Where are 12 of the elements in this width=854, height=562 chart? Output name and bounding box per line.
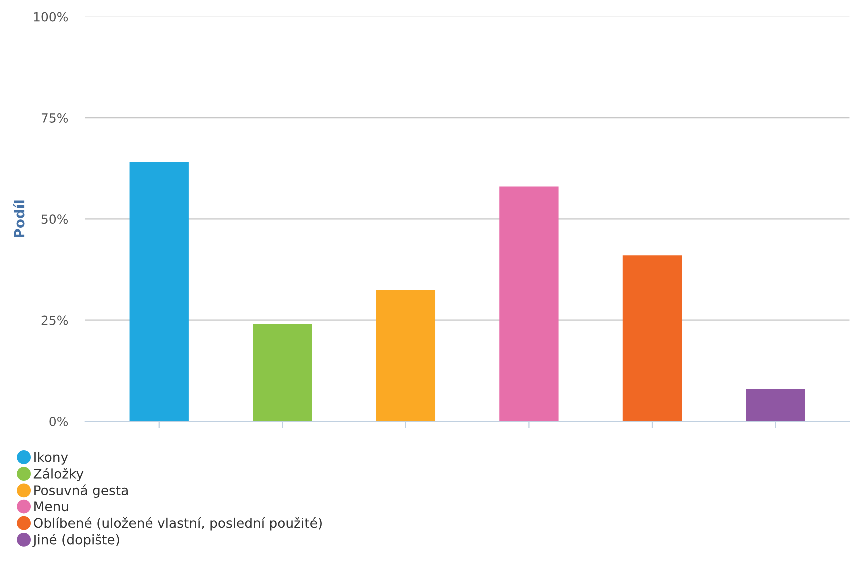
y-tick-label: 50% bbox=[42, 214, 68, 224]
y-tick-label: 0% bbox=[50, 416, 68, 426]
legend-label: Jiné (dopište) bbox=[32, 534, 120, 548]
y-axis-title: Podíl bbox=[13, 200, 25, 238]
legend-label: Oblíbené (uložené vlastní, poslední použité) bbox=[34, 517, 322, 531]
y-tick-label: 75% bbox=[42, 113, 68, 123]
y-tick-label: 25% bbox=[42, 316, 68, 326]
y-tick-label: 100% bbox=[34, 12, 68, 22]
legend-label: Posuvná gesta bbox=[34, 484, 128, 498]
legend-label: Záložky bbox=[34, 468, 84, 482]
legend-label: Ikony bbox=[34, 452, 68, 465]
legend-label: Menu bbox=[34, 502, 68, 512]
